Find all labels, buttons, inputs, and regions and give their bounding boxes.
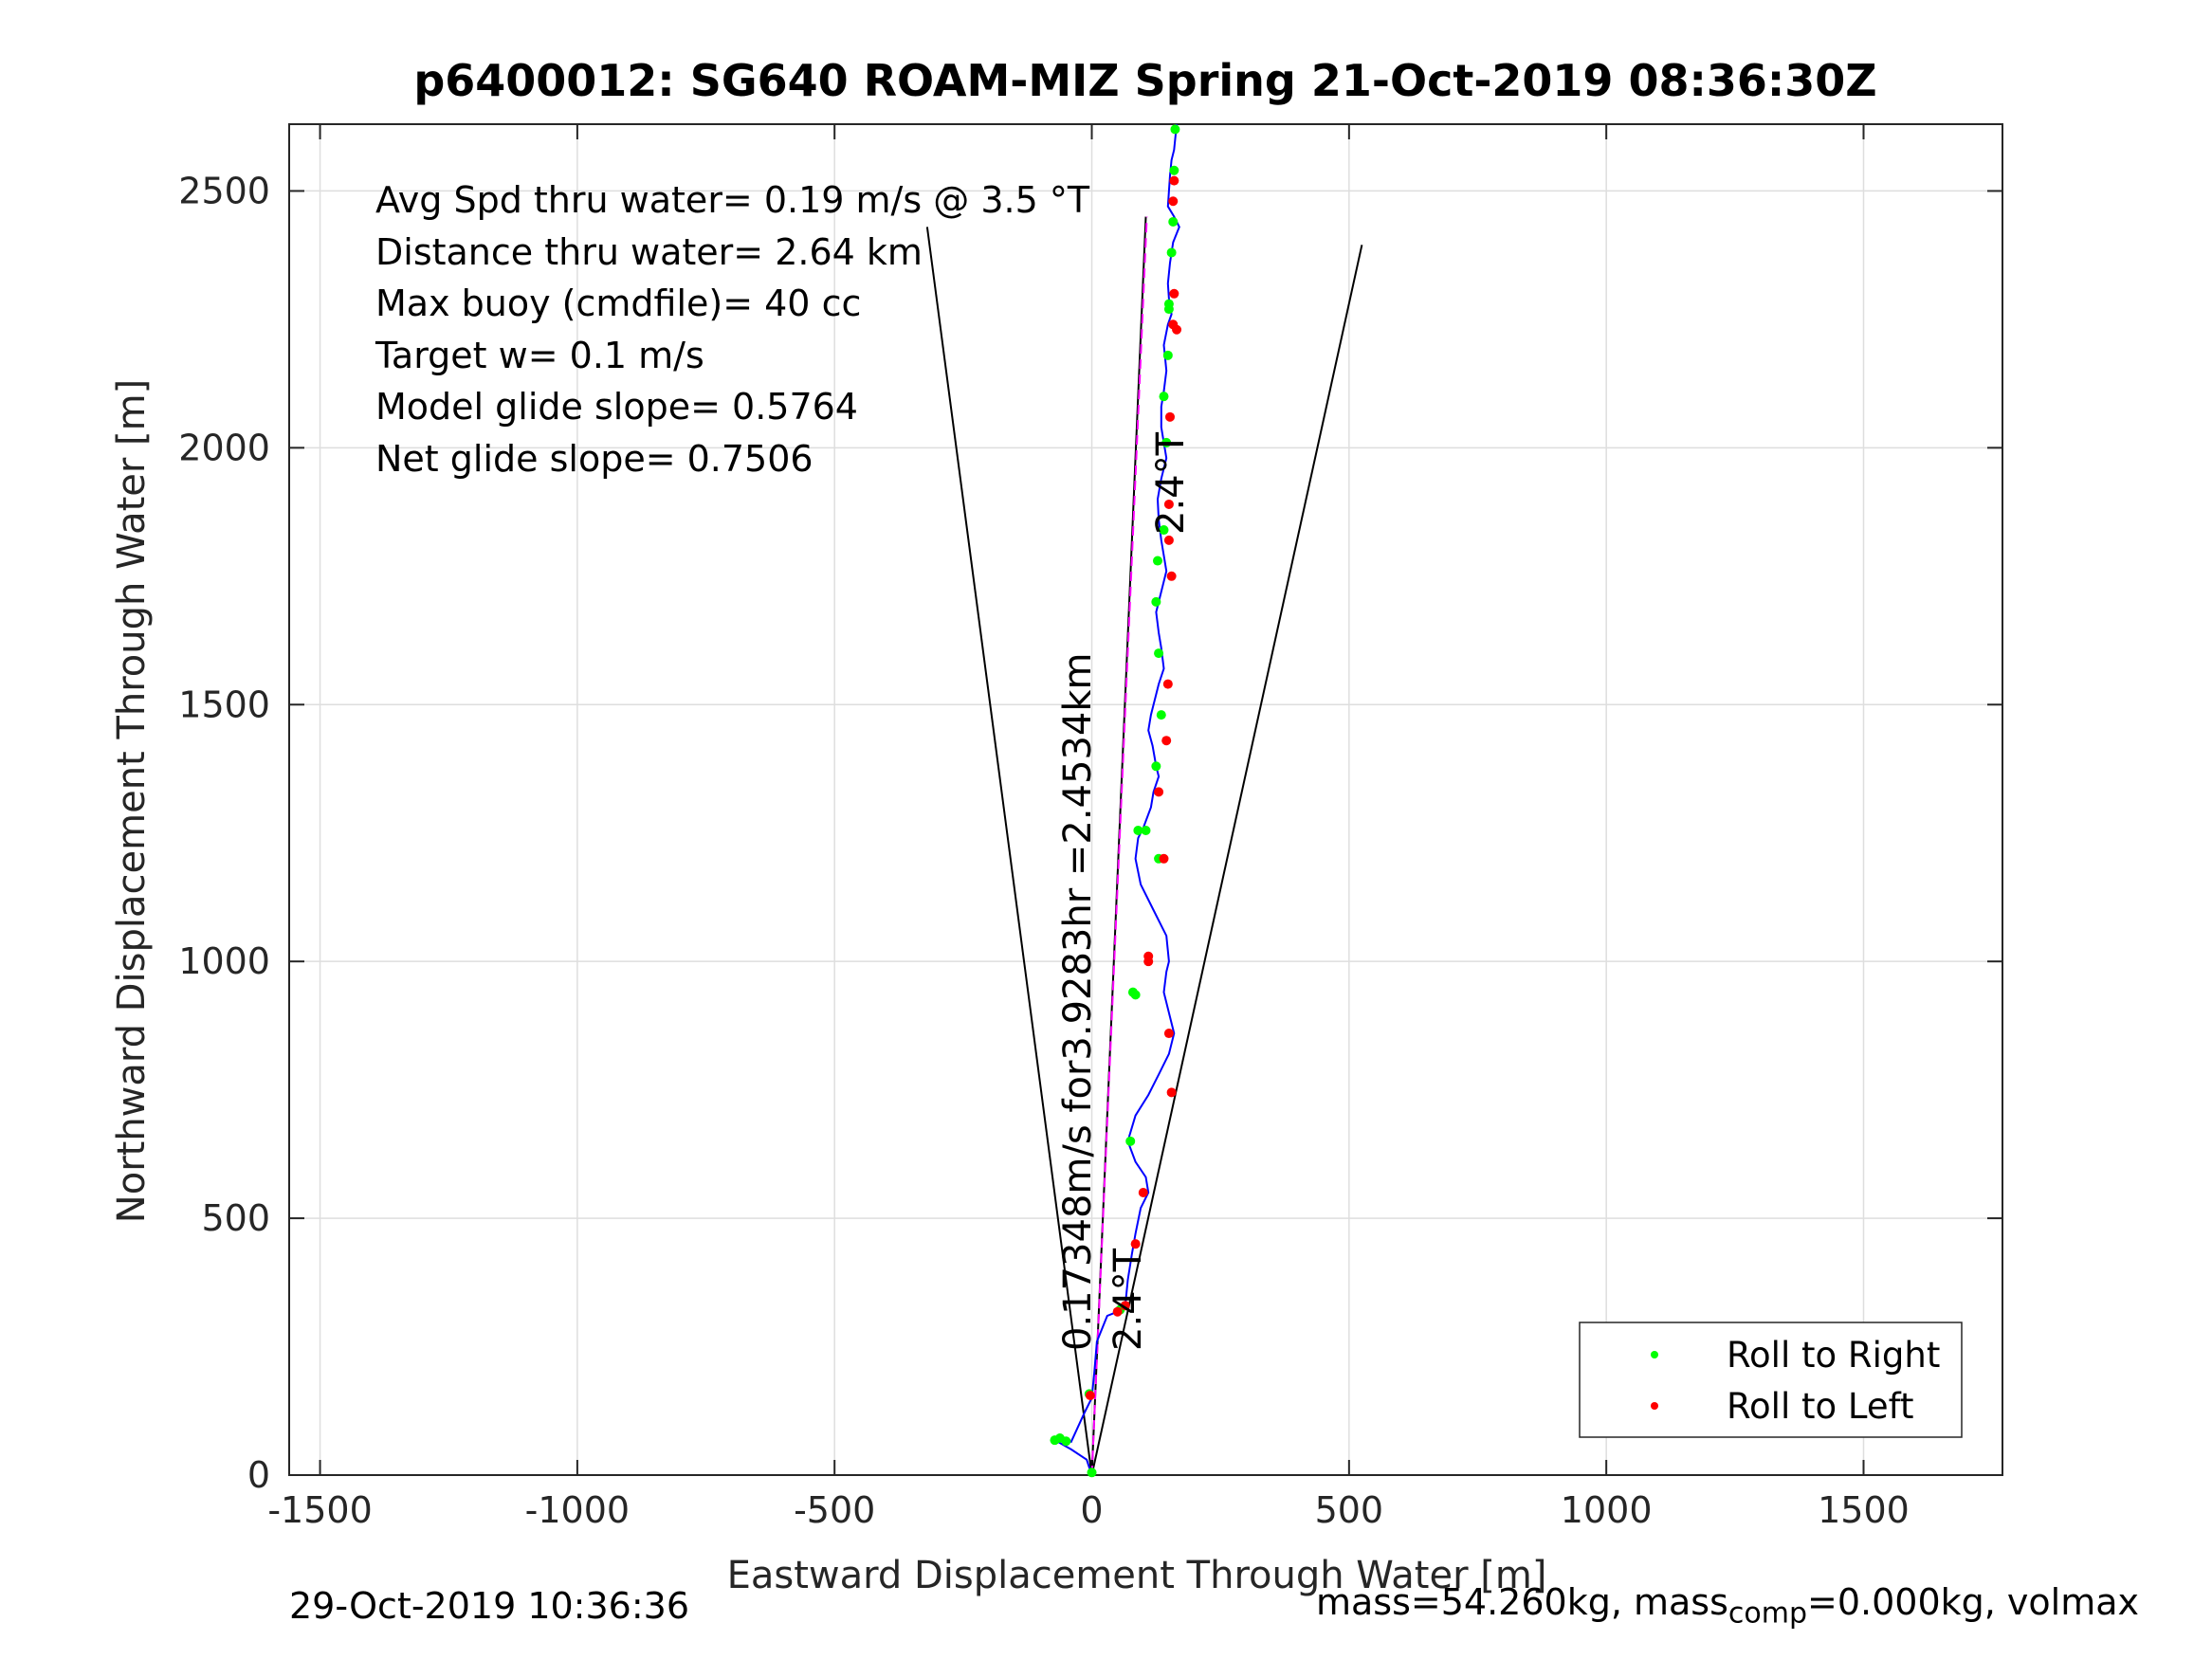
heading-label-top: 2.4°T — [1149, 431, 1193, 535]
legend-box — [1579, 1322, 1963, 1438]
roll-right-point — [1156, 710, 1166, 720]
legend-marker-roll-right — [1651, 1351, 1658, 1358]
roll-left-point — [1163, 1029, 1174, 1039]
y-tick-label: 1000 — [178, 940, 270, 982]
roll-right-point — [1154, 648, 1164, 659]
roll-left-point — [1162, 679, 1173, 689]
y-tick-label: 500 — [201, 1197, 270, 1239]
footer-mass-info: mass=54.260kg, masscomp=0.000kg, volmax — [1316, 1581, 2140, 1631]
roll-left-point — [1120, 1301, 1130, 1311]
roll-right-point — [1166, 247, 1177, 258]
annotation-net-glide: Net glide slope= 0.7506 — [375, 438, 814, 480]
x-tick-label: 0 — [1080, 1489, 1103, 1531]
plot-area — [288, 123, 2003, 1476]
roll-right-point — [1159, 392, 1169, 402]
x-axis-label: Eastward Displacement Through Water [m] — [727, 1554, 1547, 1597]
roll-right-point — [1170, 124, 1180, 135]
y-tick-label: 2500 — [178, 170, 270, 211]
roll-left-point — [1085, 1391, 1095, 1401]
roll-right-point — [1151, 596, 1161, 607]
roll-left-point — [1112, 1306, 1123, 1317]
footer-timestamp: 29-Oct-2019 10:36:36 — [289, 1585, 689, 1627]
roll-right-point — [1163, 299, 1174, 309]
x-tick-label: -1500 — [267, 1489, 372, 1531]
y-axis-label: Northward Displacement Through Water [m] — [110, 379, 154, 1223]
roll-left-point — [1154, 787, 1164, 797]
roll-left-point — [1165, 411, 1176, 422]
roll-right-point — [1061, 1436, 1071, 1447]
roll-left-point — [1172, 324, 1182, 335]
heading-line-magenta — [1090, 216, 1148, 1476]
roll-left-point — [1143, 951, 1154, 961]
speed-label: 0.17348m/s for3.9283hr =2.4534km — [1056, 653, 1100, 1351]
guide-line — [1090, 245, 1363, 1476]
roll-left-point — [1168, 196, 1179, 207]
roll-left-point — [1138, 1187, 1148, 1197]
roll-right-point — [1125, 1136, 1136, 1146]
roll-right-point — [1087, 1468, 1097, 1478]
track-series — [1051, 123, 1180, 1476]
axis-ticks: -1500 -1000 -500 0 500 1000 1500 0 500 1000 1500 20… — [178, 124, 2002, 1531]
roll-right-point — [1162, 350, 1173, 360]
annotations: Avg Spd thru water= 0.19 m/s @ 3.5 °T Di… — [375, 179, 1090, 480]
legend-label-roll-left: Roll to Left — [1727, 1386, 1914, 1427]
y-tick-label: 1500 — [178, 684, 270, 725]
annotation-avg-speed: Avg Spd thru water= 0.19 m/s @ 3.5 °T — [375, 179, 1090, 221]
roll-left-point — [1130, 1239, 1141, 1249]
y-tick-label: 0 — [247, 1454, 270, 1496]
roll-right-point — [1152, 556, 1162, 566]
roll-right-point — [1141, 826, 1151, 836]
heading-label-bottom: 2.4°T — [1106, 1248, 1150, 1351]
annotation-target-w: Target w= 0.1 m/s — [375, 335, 704, 376]
annotation-model-glide: Model glide slope= 0.5764 — [375, 386, 858, 428]
roll-right-point — [1159, 525, 1169, 536]
annotation-distance: Distance thru water= 2.64 km — [375, 231, 923, 273]
x-tick-label: 500 — [1315, 1489, 1384, 1531]
x-tick-label: -1000 — [525, 1489, 630, 1531]
roll-left-point — [1169, 288, 1179, 299]
roll-right-point — [1161, 437, 1172, 447]
roll-left-point — [1169, 175, 1179, 186]
annotation-max-buoy: Max buoy (cmdfile)= 40 cc — [375, 283, 861, 324]
legend-label-roll-right: Roll to Right — [1727, 1335, 1940, 1376]
roll-points — [1050, 124, 1182, 1478]
x-tick-label: -500 — [794, 1489, 875, 1531]
x-tick-label: 1000 — [1561, 1489, 1653, 1531]
roll-right-point — [1168, 216, 1179, 227]
legend-marker-roll-left — [1651, 1402, 1658, 1410]
roll-right-point — [1151, 761, 1161, 772]
chart-title: p6400012: SG640 ROAM-MIZ Spring 21-Oct-2… — [413, 55, 1876, 106]
roll-left-point — [1166, 1087, 1177, 1098]
roll-right-point — [1169, 165, 1179, 175]
roll-left-point — [1166, 571, 1177, 581]
legend: Roll to Right Roll to Left — [1579, 1322, 1963, 1438]
y-tick-label: 2000 — [178, 427, 270, 468]
x-tick-label: 1500 — [1818, 1489, 1910, 1531]
roll-left-point — [1163, 535, 1174, 545]
guide-lines — [925, 216, 1363, 1476]
roll-left-point — [1159, 853, 1169, 864]
roll-right-point — [1133, 826, 1143, 836]
roll-right-point — [1127, 987, 1138, 997]
track-line — [1051, 123, 1180, 1476]
grid — [289, 124, 2002, 1476]
roll-left-point — [1161, 736, 1172, 746]
guide-line — [925, 227, 1093, 1476]
roll-left-point — [1163, 499, 1174, 509]
